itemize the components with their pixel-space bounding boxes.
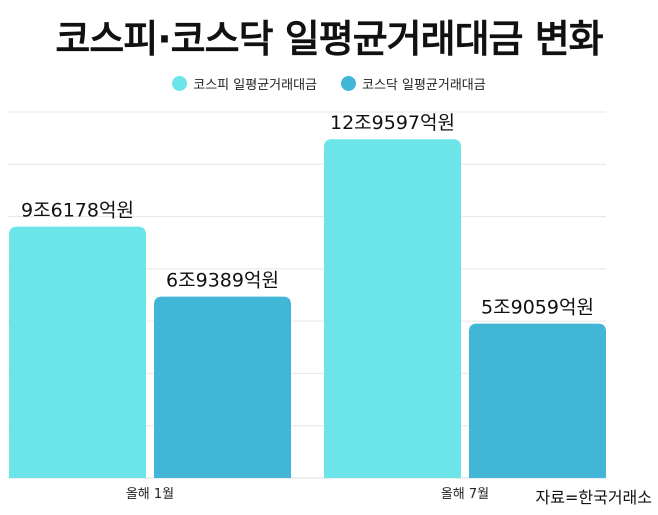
legend-swatch-kospi [172, 76, 188, 91]
source-note: 자료=한국거래소 [535, 488, 652, 507]
data-label-kospi-1: 12조9597억원 [330, 112, 455, 134]
x-tick-label: 올해 1월 [126, 487, 174, 502]
chart-title: 코스피·코스닥 일평균거래대금 변화 [55, 17, 603, 61]
data-label-kospi-0: 9조6178억원 [21, 200, 134, 222]
x-tick-label: 올해 7월 [441, 487, 489, 502]
bar-kosdaq-1 [469, 323, 606, 478]
legend-swatch-kosdaq [341, 76, 356, 91]
legend-item-kosdaq: 코스닥 일평균거래대금 [341, 74, 486, 93]
bar-kospi-1 [324, 139, 461, 478]
bar-kospi-0 [9, 226, 146, 478]
legend: 코스피 일평균거래대금 코스닥 일평균거래대금 [0, 74, 658, 93]
legend-item-kospi: 코스피 일평균거래대금 [172, 74, 317, 93]
legend-label-kosdaq: 코스닥 일평균거래대금 [362, 78, 486, 93]
data-label-kosdaq-1: 5조9059억원 [481, 297, 594, 319]
bar-kosdaq-0 [154, 296, 291, 478]
data-label-kosdaq-0: 6조9389억원 [166, 270, 279, 292]
legend-label-kospi: 코스피 일평균거래대금 [193, 78, 317, 93]
